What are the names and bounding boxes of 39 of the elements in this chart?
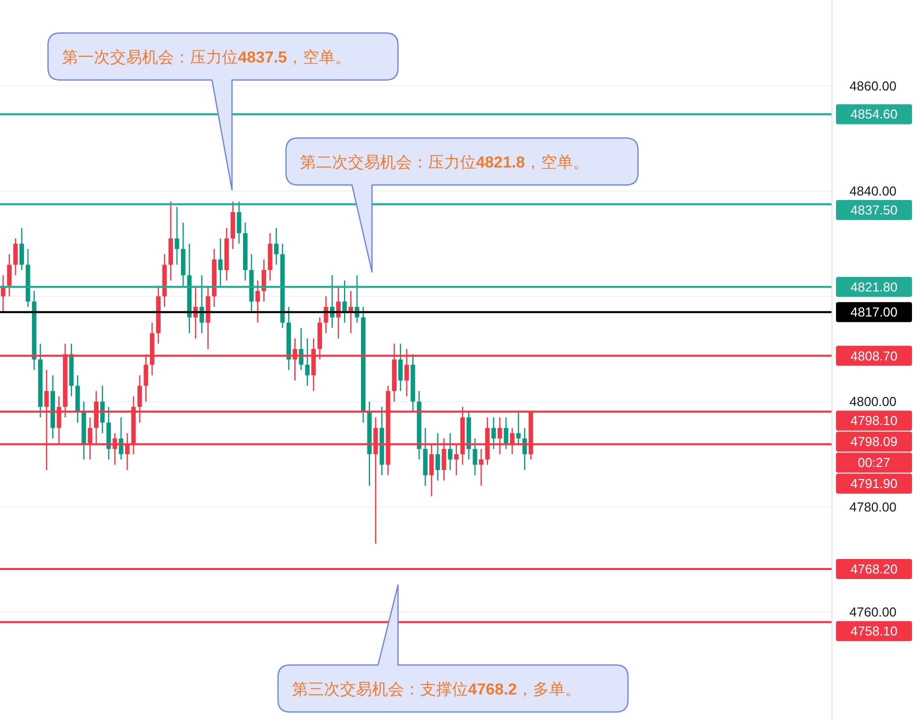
- ref-line-label: 4758.10: [850, 624, 898, 639]
- ref-line-label: 4817.00: [850, 304, 898, 320]
- candlestick: [516, 412, 521, 444]
- candlestick: [472, 438, 478, 476]
- candlestick: [342, 280, 347, 324]
- ref-line-label: 4821.80: [850, 279, 898, 294]
- annotation: 第二次交易机会：压力位4821.8，空单。: [300, 154, 589, 172]
- candlestick: [504, 416, 508, 450]
- ref-line-label: 4854.60: [850, 106, 898, 122]
- y-tick-label: 4800.00: [850, 394, 896, 410]
- candlestick: [174, 206, 180, 266]
- annotation: 第三次交易机会：支撑位4768.2，多单。: [292, 680, 581, 698]
- text: 00:27: [858, 455, 890, 470]
- candlestick: [218, 238, 223, 286]
- candlestick: [478, 448, 484, 486]
- candlestick: [305, 338, 310, 386]
- text: 4798.09: [850, 434, 898, 450]
- candlestick: [19, 227, 24, 271]
- y-tick-label: 4780.00: [850, 499, 896, 514]
- candlestick: [255, 280, 260, 324]
- candlestick: [435, 432, 440, 482]
- candlestick: [398, 343, 403, 392]
- candlestick: [274, 227, 279, 266]
- ref-line-label: 4791.90: [850, 476, 898, 492]
- candlestick: [262, 258, 266, 302]
- candlestick: [100, 385, 105, 434]
- candlestick: [7, 254, 12, 297]
- ref-line-label: 4798.10: [850, 413, 898, 428]
- ref-line-label: 4808.70: [850, 348, 898, 364]
- y-tick-label: 4760.00: [850, 604, 896, 620]
- y-tick-label: 4840.00: [850, 184, 896, 199]
- ref-line-label: 4837.50: [850, 202, 898, 218]
- candlestick: [13, 238, 18, 276]
- annotation: 第一次交易机会：压力位4837.5，空单。: [62, 48, 351, 66]
- y-tick-label: 4860.00: [850, 78, 896, 94]
- candlestick: [236, 200, 242, 244]
- candlestick: [491, 416, 496, 450]
- candlestick: [448, 432, 452, 471]
- ref-line-label: 4768.20: [850, 561, 898, 576]
